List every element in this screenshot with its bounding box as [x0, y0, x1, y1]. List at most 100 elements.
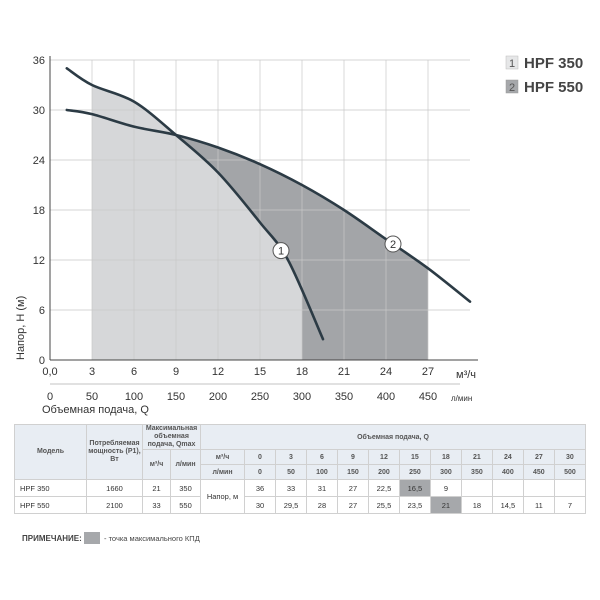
- x-tick-label-secondary: 350: [335, 391, 353, 403]
- row-head-8: [491, 479, 524, 497]
- flow-unit-lmin: л/мин: [200, 464, 246, 480]
- flow-lmin-4: 200: [367, 464, 400, 480]
- row-head-0: 30: [244, 496, 276, 514]
- row-head-5-best-efficiency: 16,5: [398, 479, 431, 497]
- specification-table: Модель Потребляемая мощность (P1), Вт Ма…: [14, 424, 587, 514]
- row-qmax-m3h: 33: [142, 496, 171, 514]
- x-tick-label-secondary: 400: [377, 391, 395, 403]
- row-head-9: 11: [522, 496, 555, 514]
- x-tick-label-secondary: 300: [293, 391, 311, 403]
- legend-name-2: HPF 550: [524, 79, 583, 96]
- x-tick-label-secondary: 100: [125, 391, 143, 403]
- y-tick-label: 12: [33, 255, 45, 267]
- y-tick-label: 36: [33, 55, 45, 67]
- col-header-power: Потребляемая мощность (P1), Вт: [86, 424, 143, 480]
- flow-lmin-7: 350: [460, 464, 493, 480]
- curve-marker-1: [272, 242, 290, 260]
- row-head-8: 14,5: [491, 496, 524, 514]
- legend-num-2: 2: [509, 82, 515, 94]
- tick-labels: 0,0 3 6 9 12 15 18 21 24 270 50 100 150 200 250 300 350 4…: [33, 55, 437, 403]
- row-head-4: 25,5: [367, 496, 400, 514]
- legend-swatch-2: [505, 79, 519, 94]
- x-tick-label: 9: [173, 366, 179, 378]
- flow-lmin-3: 150: [336, 464, 369, 480]
- x-tick-label-secondary: 450: [419, 391, 437, 403]
- x-tick-label-secondary: 0: [47, 391, 53, 403]
- row-qmax-m3h: 21: [142, 479, 171, 497]
- legend-swatch-1: [505, 55, 519, 70]
- curve-marker-2: [384, 235, 402, 253]
- x-tick-label-secondary: 50: [86, 391, 98, 403]
- curve-marker-label-2: 2: [390, 239, 396, 251]
- row-model: HPF 550: [14, 496, 87, 514]
- efficiency-zone-hpf350: [92, 85, 302, 360]
- row-head-3: 27: [336, 496, 369, 514]
- row-head-7: 18: [460, 496, 493, 514]
- flow-lmin-1: 50: [275, 464, 307, 480]
- x-tick-label-secondary: 250: [251, 391, 269, 403]
- x-axis-title: Объемная подача, Q: [42, 404, 149, 416]
- curve-hpf-350: [65, 67, 325, 341]
- flow-lmin-9: 450: [522, 464, 555, 480]
- flow-unit-m3h: м³/ч: [200, 449, 246, 465]
- row-head-6-best-efficiency: 21: [429, 496, 462, 514]
- flow-lmin-10: 500: [553, 464, 587, 480]
- flow-m3h-0: 0: [244, 449, 276, 465]
- row-qmax-lmin: 350: [169, 479, 202, 497]
- y-tick-label: 0: [39, 355, 45, 367]
- x-tick-label: 24: [380, 366, 392, 378]
- curve-marker-label-1: 1: [278, 246, 284, 258]
- legend-num-1: 1: [509, 58, 515, 70]
- y-tick-label: 24: [33, 155, 45, 167]
- row-head-10: [553, 479, 587, 497]
- efficiency-zones: [92, 85, 428, 360]
- row-head-2: 28: [305, 496, 338, 514]
- row-power: 1660: [86, 479, 143, 497]
- flow-m3h-8: 24: [491, 449, 524, 465]
- x-axis-unit-top: м³/ч: [456, 369, 476, 381]
- qmax-unit-lmin: л/мин: [169, 449, 202, 480]
- note: ПРИМЕЧАНИЕ: - точка максимального КПД: [22, 532, 200, 544]
- flow-m3h-6: 18: [429, 449, 462, 465]
- best-efficiency-swatch: [84, 532, 100, 544]
- note-label: ПРИМЕЧАНИЕ:: [22, 533, 82, 543]
- curve-markers: 12: [272, 235, 402, 260]
- row-head-4: 22,5: [367, 479, 400, 497]
- flow-lmin-8: 400: [491, 464, 524, 480]
- flow-m3h-2: 6: [305, 449, 338, 465]
- y-tick-label: 18: [33, 205, 45, 217]
- flow-lmin-2: 100: [305, 464, 338, 480]
- pump-performance-chart: 12 0,0 3 6 9 12 15 18 21 24 270 50 100 150 200 250 300 3…: [15, 55, 583, 416]
- row-head-0: 36: [244, 479, 276, 497]
- table-row: HPF 350 1660 21 350 Напор, м 36 33 31 27…: [14, 479, 587, 514]
- row-power: 2100: [86, 496, 143, 514]
- head-label: Напор, м: [200, 479, 246, 514]
- y-axis-title: Напор, Н (м): [15, 296, 27, 360]
- legend-name-1: HPF 350: [524, 55, 583, 72]
- legend: 1 HPF 350 2 HPF 550: [505, 55, 583, 96]
- y-tick-label: 30: [33, 105, 45, 117]
- row-head-3: 27: [336, 479, 369, 497]
- row-head-6: 9: [429, 479, 462, 497]
- flow-lmin-5: 250: [398, 464, 431, 480]
- x-tick-label: 12: [212, 366, 224, 378]
- chart-axes: [49, 56, 478, 385]
- table-row: HPF 550 2100 33 550 30 29,5 28 27 25,5 2…: [14, 496, 587, 514]
- qmax-unit-m3h: м³/ч: [142, 449, 171, 480]
- flow-m3h-10: 30: [553, 449, 587, 465]
- flow-m3h-3: 9: [336, 449, 369, 465]
- row-head-1: 33: [275, 479, 307, 497]
- flow-m3h-1: 3: [275, 449, 307, 465]
- flow-m3h-5: 15: [398, 449, 431, 465]
- row-head-2: 31: [305, 479, 338, 497]
- flow-lmin-0: 0: [244, 464, 276, 480]
- note-text: - точка максимального КПД: [104, 533, 200, 543]
- efficiency-zone-hpf550: [181, 136, 428, 360]
- row-qmax-lmin: 550: [169, 496, 202, 514]
- x-tick-label: 3: [89, 366, 95, 378]
- row-model: HPF 350: [14, 479, 87, 497]
- x-tick-label: 15: [254, 366, 266, 378]
- x-tick-label: 6: [131, 366, 137, 378]
- row-head-1: 29,5: [275, 496, 307, 514]
- row-head-5: 23,5: [398, 496, 431, 514]
